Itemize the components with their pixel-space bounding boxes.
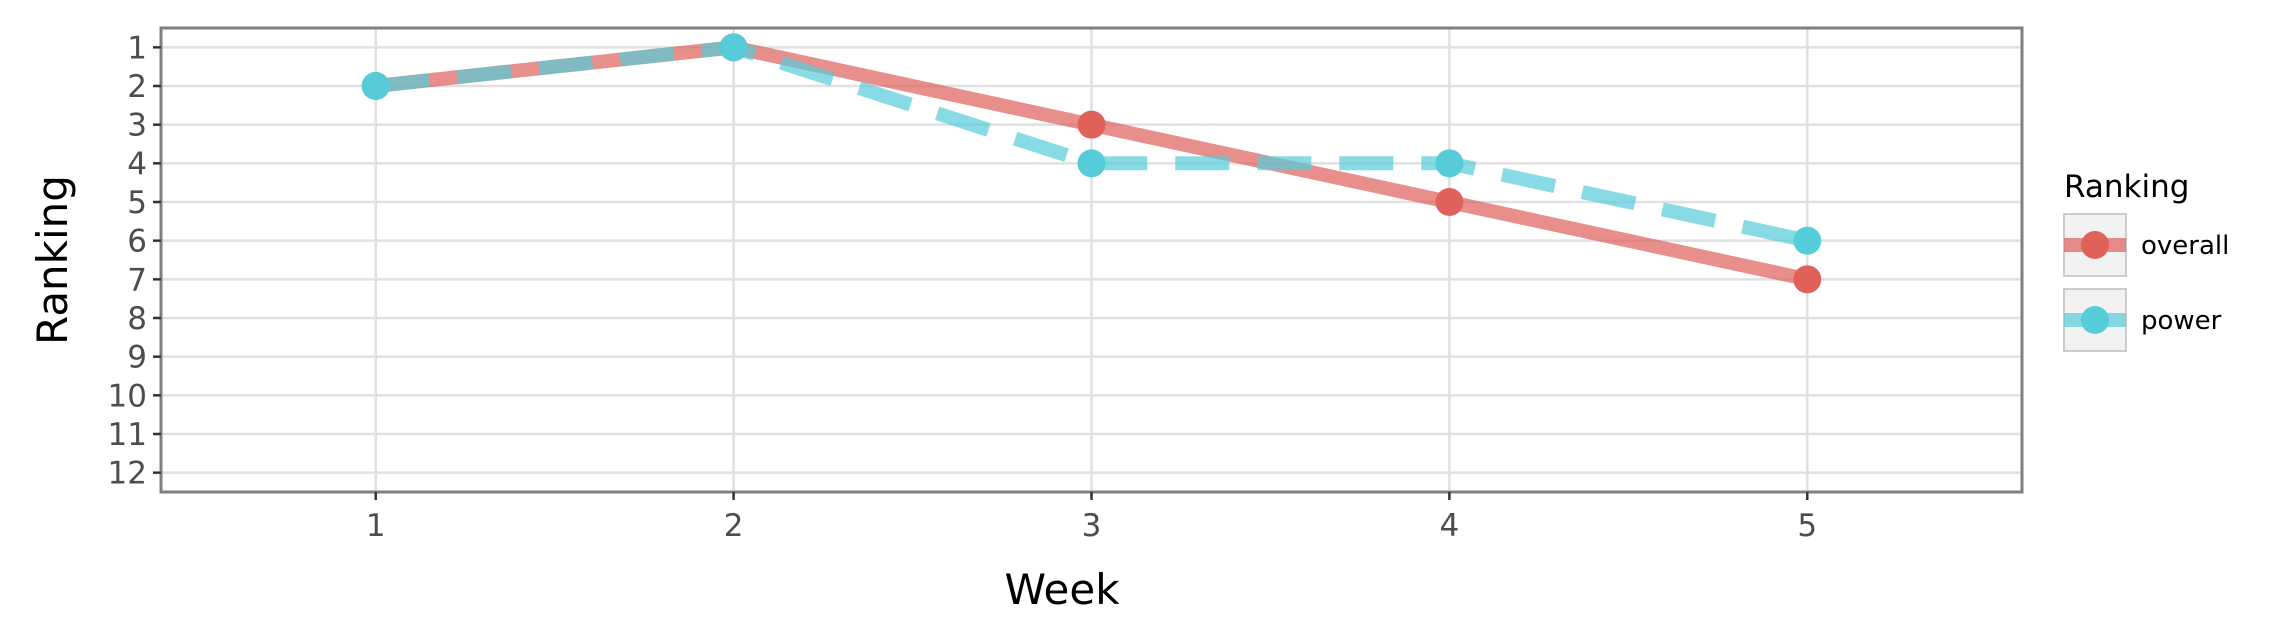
- point-overall: [1077, 110, 1106, 139]
- point-power: [1435, 149, 1464, 178]
- y-tick-label: 1: [127, 30, 147, 66]
- y-tick-label: 6: [127, 224, 147, 260]
- x-tick-label: 1: [366, 508, 386, 544]
- series-points: [361, 33, 1822, 294]
- y-axis-title: Ranking: [28, 175, 77, 345]
- point-power: [361, 72, 390, 100]
- legend-point-overall: [2081, 231, 2109, 259]
- legend-label-power: power: [2141, 306, 2222, 336]
- legend-label-overall: overall: [2141, 231, 2229, 261]
- point-overall: [1435, 188, 1464, 216]
- y-tick-label: 3: [127, 108, 147, 144]
- y-tick-label: 9: [127, 340, 147, 376]
- y-tick-label: 8: [127, 301, 147, 337]
- x-tick-label: 3: [1082, 508, 1102, 544]
- point-power: [719, 33, 748, 62]
- y-tick-label: 11: [108, 417, 147, 453]
- y-tick-label: 4: [127, 146, 147, 182]
- point-power: [1077, 149, 1106, 178]
- x-axis-title: Week: [1004, 565, 1120, 614]
- x-tick-label: 5: [1797, 508, 1817, 544]
- x-tick-label: 4: [1440, 508, 1460, 544]
- point-power: [1793, 226, 1822, 255]
- point-overall: [1793, 265, 1822, 294]
- legend-point-power: [2081, 306, 2109, 334]
- x-tick-label: 2: [724, 508, 744, 544]
- y-tick-label: 12: [108, 456, 147, 492]
- y-tick-label: 2: [127, 69, 147, 105]
- legend: Ranking overall power: [2063, 169, 2229, 352]
- x-axis: 1 2 3 4 5: [366, 492, 1817, 544]
- legend-title: Ranking: [2064, 169, 2189, 205]
- grid: [161, 28, 2022, 492]
- y-tick-label: 7: [127, 262, 147, 298]
- y-tick-label: 5: [127, 185, 147, 221]
- y-tick-label: 10: [108, 378, 147, 414]
